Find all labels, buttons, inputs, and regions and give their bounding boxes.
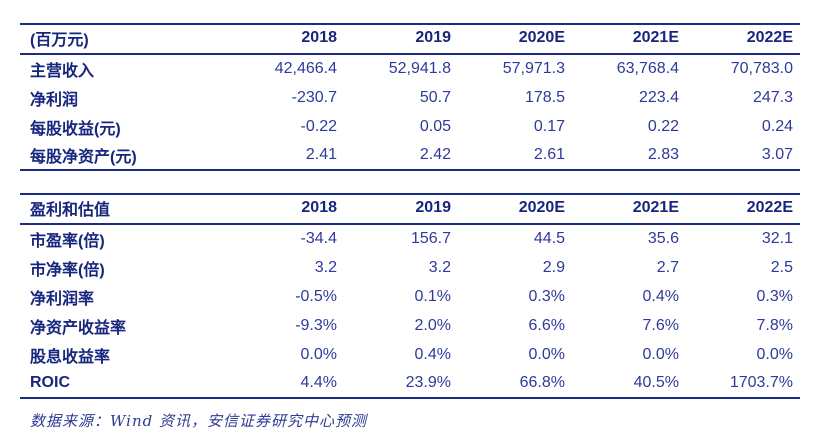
table-row: 股息收益率 0.0% 0.4% 0.0% 0.0% 0.0%	[20, 340, 800, 369]
value-cell: 0.0%	[756, 345, 793, 363]
valuation-table-header-row: 盈利和估值 2018 2019 2020E 2021E 2022E	[20, 194, 800, 225]
year-column-header: 2018	[230, 194, 344, 225]
value-cell: 35.6	[647, 230, 679, 247]
value-cell: 3.2	[428, 258, 451, 276]
table-title-header: 盈利和估值	[20, 194, 230, 225]
table-row: 每股收益(元) -0.22 0.05 0.17 0.22 0.24	[20, 112, 800, 141]
value-cell: 70,783.0	[730, 60, 793, 77]
table-row: 市盈率(倍) -34.4 156.7 44.5 35.6 32.1	[20, 224, 800, 253]
value-cell: 2.9	[542, 258, 565, 276]
value-cell: 0.24	[761, 117, 793, 135]
value-cell: -0.5%	[295, 287, 337, 305]
table-row: 净利润率 -0.5% 0.1% 0.3% 0.4% 0.3%	[20, 282, 800, 311]
value-cell: 0.0%	[528, 345, 565, 363]
table-title-header: (百万元)	[20, 24, 230, 55]
value-cell: 0.17	[533, 117, 565, 135]
value-cell: 156.7	[410, 230, 451, 247]
value-cell: 7.6%	[642, 316, 679, 334]
value-cell: 247.3	[752, 88, 793, 106]
value-cell: 0.1%	[414, 287, 451, 305]
row-label: ROIC	[30, 374, 70, 391]
value-cell: 0.0%	[642, 345, 679, 363]
value-cell: 4.4%	[300, 374, 337, 391]
income-summary-table: (百万元) 2018 2019 2020E 2021E 2022E 主营收入 42,466.…	[20, 23, 800, 171]
year-column-header: 2019	[344, 24, 458, 55]
value-cell: 0.4%	[414, 345, 451, 363]
row-label: 市盈率(倍)	[30, 233, 105, 250]
table-row: ROIC 4.4% 23.9% 66.8% 40.5% 1703.7%	[20, 369, 800, 398]
row-label: 股息收益率	[30, 348, 111, 366]
value-cell: 40.5%	[633, 374, 679, 391]
table-row: 每股净资产(元) 2.41 2.42 2.61 2.83 3.07	[20, 141, 800, 170]
value-cell: 2.42	[419, 146, 451, 163]
value-cell: 57,971.3	[502, 60, 565, 77]
value-cell: 2.5	[770, 258, 793, 276]
value-cell: 42,466.4	[274, 60, 337, 77]
table-row: 主营收入 42,466.4 52,941.8 57,971.3 63,768.4 70,7…	[20, 54, 800, 83]
year-column-header: 2020E	[458, 194, 572, 225]
value-cell: 2.7	[656, 258, 679, 276]
value-cell: 23.9%	[405, 374, 451, 391]
value-cell: 3.07	[761, 146, 793, 163]
year-column-header: 2020E	[458, 24, 572, 55]
value-cell: -34.4	[300, 230, 337, 247]
value-cell: 0.0%	[300, 345, 337, 363]
value-cell: 2.61	[533, 146, 565, 163]
year-column-header: 2018	[230, 24, 344, 55]
row-label: 净利润率	[30, 290, 95, 308]
table-gap	[20, 171, 800, 193]
value-cell: 52,941.8	[388, 60, 451, 77]
income-table-header-row: (百万元) 2018 2019 2020E 2021E 2022E	[20, 24, 800, 55]
value-cell: 6.6%	[528, 316, 565, 334]
value-cell: 2.41	[305, 146, 337, 163]
row-label: 每股收益(元)	[30, 120, 121, 138]
year-column-header: 2022E	[686, 194, 800, 225]
value-cell: -9.3%	[295, 316, 337, 334]
value-cell: 66.8%	[519, 374, 565, 391]
value-cell: 0.22	[647, 117, 679, 135]
year-column-header: 2021E	[572, 194, 686, 225]
data-source-note: 数据来源：Wind 资讯，安信证券研究中心预测	[30, 412, 367, 430]
value-cell: 2.0%	[414, 316, 451, 334]
valuation-summary-table: 盈利和估值 2018 2019 2020E 2021E 2022E 市盈率(倍) -34.4…	[20, 193, 800, 399]
row-label: 每股净资产(元)	[30, 149, 137, 166]
row-label: 净资产收益率	[30, 319, 127, 337]
table-row: 净资产收益率 -9.3% 2.0% 6.6% 7.6% 7.8%	[20, 311, 800, 340]
value-cell: -230.7	[291, 88, 337, 106]
value-cell: -0.22	[300, 117, 337, 135]
table-row: 净利润 -230.7 50.7 178.5 223.4 247.3	[20, 83, 800, 112]
value-cell: 2.83	[647, 146, 679, 163]
value-cell: 0.05	[419, 117, 451, 135]
value-cell: 63,768.4	[616, 60, 679, 77]
row-label: 主营收入	[30, 63, 95, 80]
value-cell: 32.1	[761, 230, 793, 247]
value-cell: 44.5	[533, 230, 565, 247]
year-column-header: 2022E	[686, 24, 800, 55]
value-cell: 178.5	[524, 88, 565, 106]
value-cell: 1703.7%	[729, 374, 793, 391]
year-column-header: 2019	[344, 194, 458, 225]
table-row: 市净率(倍) 3.2 3.2 2.9 2.7 2.5	[20, 253, 800, 282]
value-cell: 0.4%	[642, 287, 679, 305]
value-cell: 0.3%	[528, 287, 565, 305]
value-cell: 0.3%	[756, 287, 793, 305]
value-cell: 7.8%	[756, 316, 793, 334]
value-cell: 3.2	[314, 258, 337, 276]
row-label: 市净率(倍)	[30, 261, 105, 279]
row-label: 净利润	[30, 91, 79, 109]
value-cell: 50.7	[419, 88, 451, 106]
value-cell: 223.4	[638, 88, 679, 106]
year-column-header: 2021E	[572, 24, 686, 55]
